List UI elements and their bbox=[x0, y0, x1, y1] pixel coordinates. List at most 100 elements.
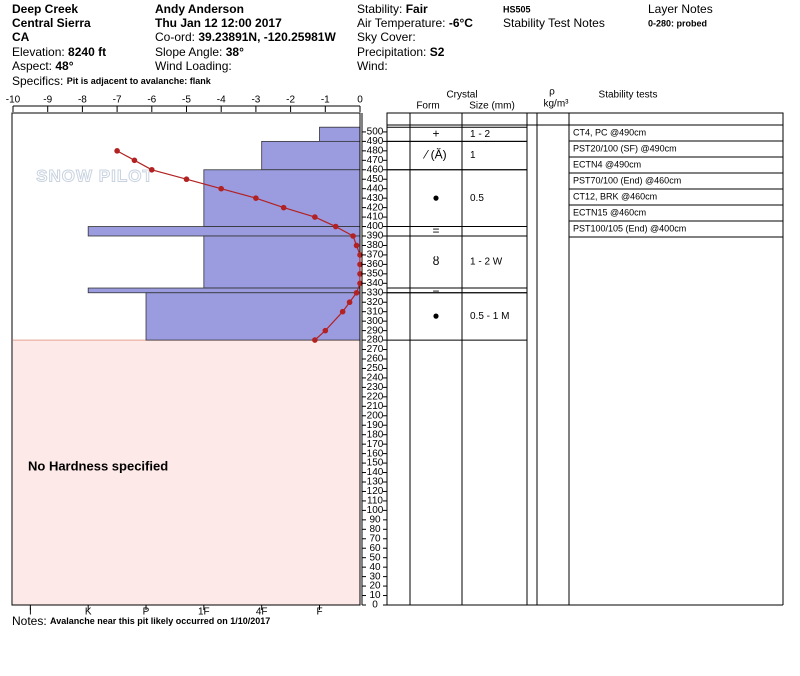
layer-notes: Layer Notes bbox=[648, 2, 713, 16]
height-tick-label: 0 bbox=[372, 600, 378, 611]
value: 38° bbox=[226, 45, 244, 59]
height-tick-label: 220 bbox=[367, 391, 384, 402]
no-hardness-label: No Hardness specified bbox=[28, 458, 168, 473]
grain-form: ⁄ (Ӑ) bbox=[422, 147, 446, 162]
height-tick-label: 210 bbox=[367, 401, 384, 412]
height-tick-label: 200 bbox=[367, 410, 384, 421]
stability-test: PST20/100 (SF) @490cm bbox=[573, 143, 677, 153]
temperature-point bbox=[131, 157, 138, 164]
height-tick-label: 140 bbox=[367, 467, 384, 478]
temperature-point bbox=[218, 185, 224, 192]
grain-form: = bbox=[432, 283, 439, 297]
label: Specifics: bbox=[12, 74, 63, 88]
height-tick-label: 380 bbox=[367, 240, 384, 251]
density-unit: kg/m³ bbox=[544, 99, 570, 110]
hardness-tick-label: K bbox=[85, 607, 92, 618]
coord: Co-ord: 39.23891N, -120.25981W bbox=[155, 30, 336, 44]
height-tick-label: 110 bbox=[367, 496, 383, 507]
stability-test: CT4, PC @490cm bbox=[573, 127, 646, 137]
temperature-point bbox=[253, 195, 259, 201]
height-tick-label: 430 bbox=[367, 193, 384, 204]
height-tick-label: 420 bbox=[367, 202, 384, 213]
wind-loading: Wind Loading: bbox=[155, 59, 232, 73]
label: Precipitation: bbox=[357, 45, 426, 59]
temperature-point bbox=[346, 299, 353, 306]
height-tick-label: 490 bbox=[367, 136, 384, 147]
grain-size: 0.5 - 1 M bbox=[470, 311, 509, 322]
value: Avalanche near this pit likely occurred … bbox=[50, 616, 270, 626]
height-tick-label: 280 bbox=[367, 335, 384, 346]
label: Stability: bbox=[357, 2, 402, 16]
temp-tick-label: -10 bbox=[6, 95, 21, 106]
temp-tick-label: -5 bbox=[182, 95, 191, 106]
height-tick-label: 20 bbox=[369, 581, 381, 592]
temp-tick-label: -8 bbox=[78, 95, 87, 106]
temperature-point bbox=[183, 176, 190, 183]
height-tick-label: 320 bbox=[367, 297, 384, 308]
wind: Wind: bbox=[357, 59, 388, 73]
height-tick-label: 190 bbox=[367, 420, 384, 431]
hardness-tick-label: 1F bbox=[198, 607, 210, 618]
height-tick-label: 300 bbox=[367, 316, 384, 327]
value: 39.23891N, -120.25981W bbox=[198, 30, 336, 44]
grain-size: 1 bbox=[470, 150, 476, 161]
crystal-header: Crystal bbox=[446, 90, 477, 101]
height-tick-label: 120 bbox=[367, 486, 384, 497]
height-tick-label: 160 bbox=[367, 448, 384, 459]
grain-size: 1 - 2 W bbox=[470, 257, 503, 268]
value: 48° bbox=[55, 59, 73, 73]
elevation: Elevation: 8240 ft bbox=[12, 45, 106, 59]
hardness-bar bbox=[145, 292, 361, 341]
stability-test: CT12, BRK @460cm bbox=[573, 191, 657, 201]
height-tick-label: 230 bbox=[367, 382, 384, 393]
height-tick-label: 250 bbox=[367, 363, 384, 374]
temperature-point bbox=[339, 308, 346, 315]
temp-tick-label: 0 bbox=[357, 95, 363, 106]
stability-header: Stability tests bbox=[599, 90, 658, 101]
height-tick-label: 40 bbox=[369, 562, 381, 573]
aspect: Aspect: 48° bbox=[12, 59, 74, 73]
temp-tick-label: -7 bbox=[113, 95, 122, 106]
height-tick-label: 70 bbox=[369, 533, 381, 544]
precipitation: Precipitation: S2 bbox=[357, 45, 445, 59]
value: -6°C bbox=[449, 16, 473, 30]
height-tick-label: 240 bbox=[367, 373, 384, 384]
height-tick-label: 350 bbox=[367, 268, 384, 279]
height-tick-label: 80 bbox=[369, 524, 381, 535]
height-tick-label: 90 bbox=[369, 514, 381, 525]
value: 8240 ft bbox=[68, 45, 106, 59]
temperature-point bbox=[332, 223, 339, 230]
temperature-point bbox=[322, 327, 329, 334]
logo: SNOW PILOT bbox=[36, 166, 154, 185]
stability: Stability: Fair bbox=[357, 2, 428, 16]
value: Pit is adjacent to avalanche: flank bbox=[67, 76, 212, 86]
temperature-point bbox=[114, 148, 120, 154]
density-header: ρ bbox=[549, 87, 555, 98]
height-tick-label: 460 bbox=[367, 164, 384, 175]
range: Central Sierra bbox=[12, 16, 91, 30]
temp-tick-label: -9 bbox=[43, 95, 52, 106]
air-temp: Air Temperature: -6°C bbox=[357, 16, 473, 30]
stability-test: ECTN4 @490cm bbox=[573, 159, 641, 169]
height-tick-label: 360 bbox=[367, 259, 384, 270]
temperature-point bbox=[357, 252, 363, 258]
height-tick-label: 60 bbox=[369, 543, 381, 554]
temperature-point bbox=[357, 280, 363, 287]
temp-tick-label: -2 bbox=[286, 95, 295, 106]
temp-tick-label: -4 bbox=[217, 95, 226, 106]
notes: Notes: Avalanche near this pit likely oc… bbox=[12, 614, 270, 628]
height-tick-label: 370 bbox=[367, 250, 384, 261]
value: Fair bbox=[406, 2, 428, 16]
layer-note: 0-280: probed bbox=[648, 18, 707, 28]
hardness-tick-label: F bbox=[316, 607, 322, 618]
location: Deep Creek bbox=[12, 2, 78, 16]
stability-test: PST100/105 (End) @400cm bbox=[573, 223, 686, 233]
specifics: Specifics: Pit is adjacent to avalanche:… bbox=[12, 74, 212, 88]
label: Notes: bbox=[12, 614, 47, 628]
form-header: Form bbox=[416, 101, 439, 112]
height-tick-label: 440 bbox=[367, 183, 384, 194]
sky-cover: Sky Cover: bbox=[357, 30, 416, 44]
temp-tick-label: -3 bbox=[251, 95, 260, 106]
height-tick-label: 330 bbox=[367, 287, 384, 298]
temperature-point bbox=[353, 289, 360, 296]
